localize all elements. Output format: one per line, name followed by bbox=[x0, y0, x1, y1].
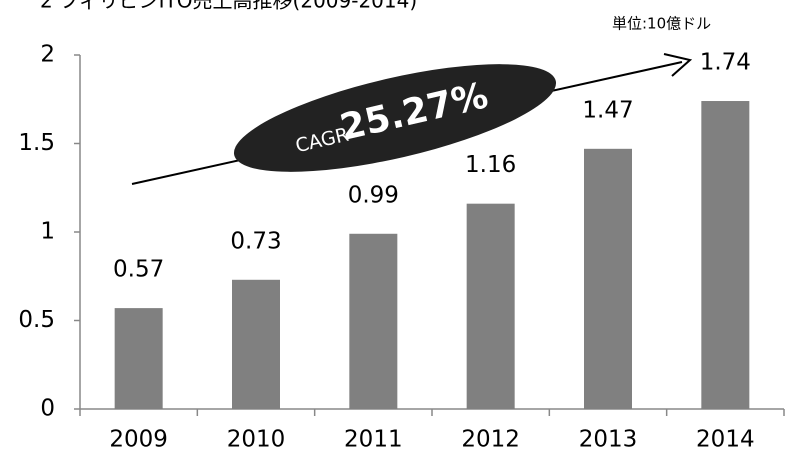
value-label: 0.99 bbox=[348, 182, 399, 208]
y-tick-label: 0 bbox=[40, 396, 55, 422]
y-tick-label: 2 bbox=[40, 42, 55, 68]
value-label: 1.16 bbox=[465, 152, 516, 178]
x-tick-label: 2009 bbox=[109, 427, 168, 453]
bar bbox=[584, 148, 632, 409]
bar bbox=[349, 233, 398, 409]
x-tick-label: 2010 bbox=[227, 427, 286, 453]
y-tick-label: 1 bbox=[40, 219, 55, 245]
bar bbox=[114, 308, 163, 409]
badge-ellipse bbox=[233, 64, 557, 172]
cagr-badge: CAGR 25.27% bbox=[233, 64, 557, 172]
arrow-head bbox=[663, 53, 693, 77]
value-label: 0.73 bbox=[230, 228, 281, 254]
value-label: 0.57 bbox=[113, 257, 164, 283]
x-tick-label: 2013 bbox=[579, 427, 638, 453]
y-tick-label: 0.5 bbox=[18, 307, 55, 333]
value-label: 1.47 bbox=[582, 97, 633, 123]
x-tick-label: 2012 bbox=[461, 427, 520, 453]
x-tick-label: 2011 bbox=[344, 427, 403, 453]
value-label: 1.74 bbox=[700, 50, 751, 76]
bar bbox=[232, 279, 280, 409]
bar bbox=[701, 101, 750, 410]
bar bbox=[466, 203, 515, 409]
x-tick-label: 2014 bbox=[696, 427, 755, 453]
y-tick-label: 1.5 bbox=[18, 130, 55, 156]
chart-title: 2 フィリピンITO売上高推移(2009-2014) bbox=[40, 0, 417, 13]
unit-label: 単位:10億ドル bbox=[612, 15, 711, 33]
